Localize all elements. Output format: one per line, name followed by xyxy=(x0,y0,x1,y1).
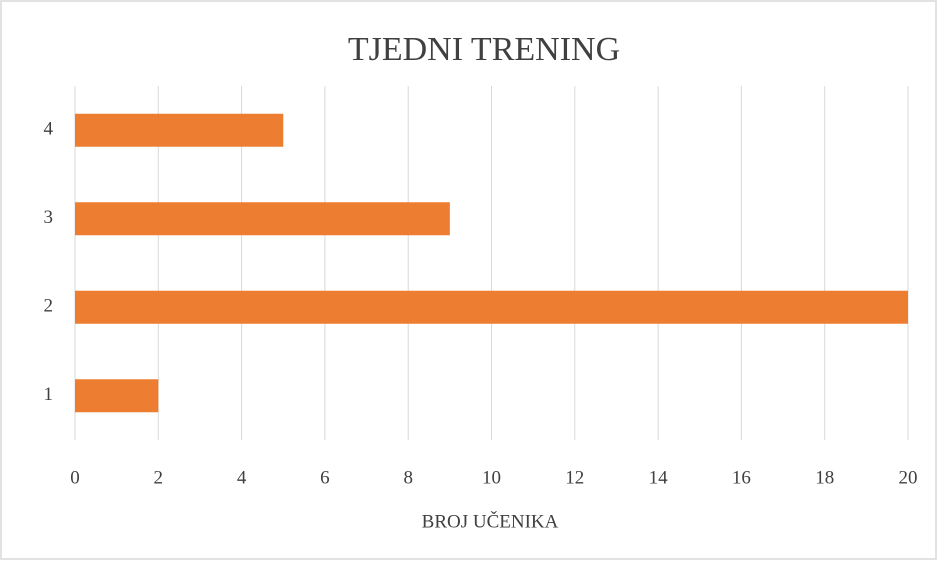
bar xyxy=(75,290,908,324)
x-tick-label: 20 xyxy=(899,467,918,488)
x-tick-label: 16 xyxy=(732,467,751,488)
bar xyxy=(75,113,284,147)
y-tick-label: 4 xyxy=(44,119,54,140)
y-tick-label: 3 xyxy=(44,207,54,228)
x-tick-label: 2 xyxy=(154,467,164,488)
y-tick-label: 2 xyxy=(44,296,54,317)
x-tick-label: 18 xyxy=(815,467,834,488)
bar xyxy=(75,202,450,236)
chart-title: TJEDNI TRENING xyxy=(348,31,620,68)
x-tick-label: 6 xyxy=(320,467,330,488)
y-tick-label: 1 xyxy=(44,384,54,405)
x-tick-label: 10 xyxy=(482,467,501,488)
bar xyxy=(75,379,159,413)
x-tick-label: 8 xyxy=(403,467,413,488)
x-tick-label: 12 xyxy=(565,467,584,488)
x-axis-label: BROJ UČENIKA xyxy=(422,510,559,532)
x-tick-label: 0 xyxy=(70,467,80,488)
x-tick-label: 4 xyxy=(237,467,247,488)
x-tick-label: 14 xyxy=(649,467,669,488)
